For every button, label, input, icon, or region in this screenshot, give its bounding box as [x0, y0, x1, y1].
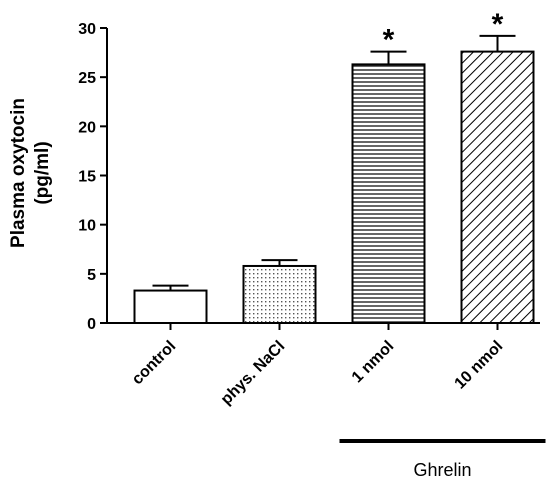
y-tick-label: 5: [87, 267, 96, 284]
x-tick-label: 10 nmol: [452, 338, 507, 393]
y-tick-label: 20: [78, 119, 96, 136]
bar: [242, 264, 317, 325]
significance-marker: *: [492, 8, 504, 41]
y-axis-label: Plasma oxytocin (pg/ml): [8, 98, 53, 248]
x-tick-labels: control phys. NaCl 1 nmol 10 nmol: [129, 323, 506, 408]
y-tick-label: 10: [78, 218, 96, 235]
y-axis-label-line2: (pg/ml): [32, 141, 53, 204]
x-tick-label: 1 nmol: [349, 338, 397, 386]
significance-marker: *: [383, 24, 395, 57]
y-tick-label: 30: [78, 21, 96, 38]
y-axis-label-line1: Plasma oxytocin: [8, 98, 29, 248]
bar: [460, 50, 535, 324]
y-ticks: 0 5 10 15 20 25 30: [78, 21, 107, 333]
y-tick-label: 25: [78, 70, 96, 87]
y-tick-label: 15: [78, 169, 96, 186]
bar: [351, 63, 426, 324]
bar: [133, 289, 208, 324]
x-tick-label: phys. NaCl: [218, 338, 288, 408]
y-tick-label: 0: [87, 316, 96, 333]
group-label: Ghrelin: [413, 460, 471, 480]
group-annotation: Ghrelin: [339, 439, 546, 480]
x-tick-label: control: [129, 338, 179, 388]
bars: * *: [133, 8, 535, 325]
